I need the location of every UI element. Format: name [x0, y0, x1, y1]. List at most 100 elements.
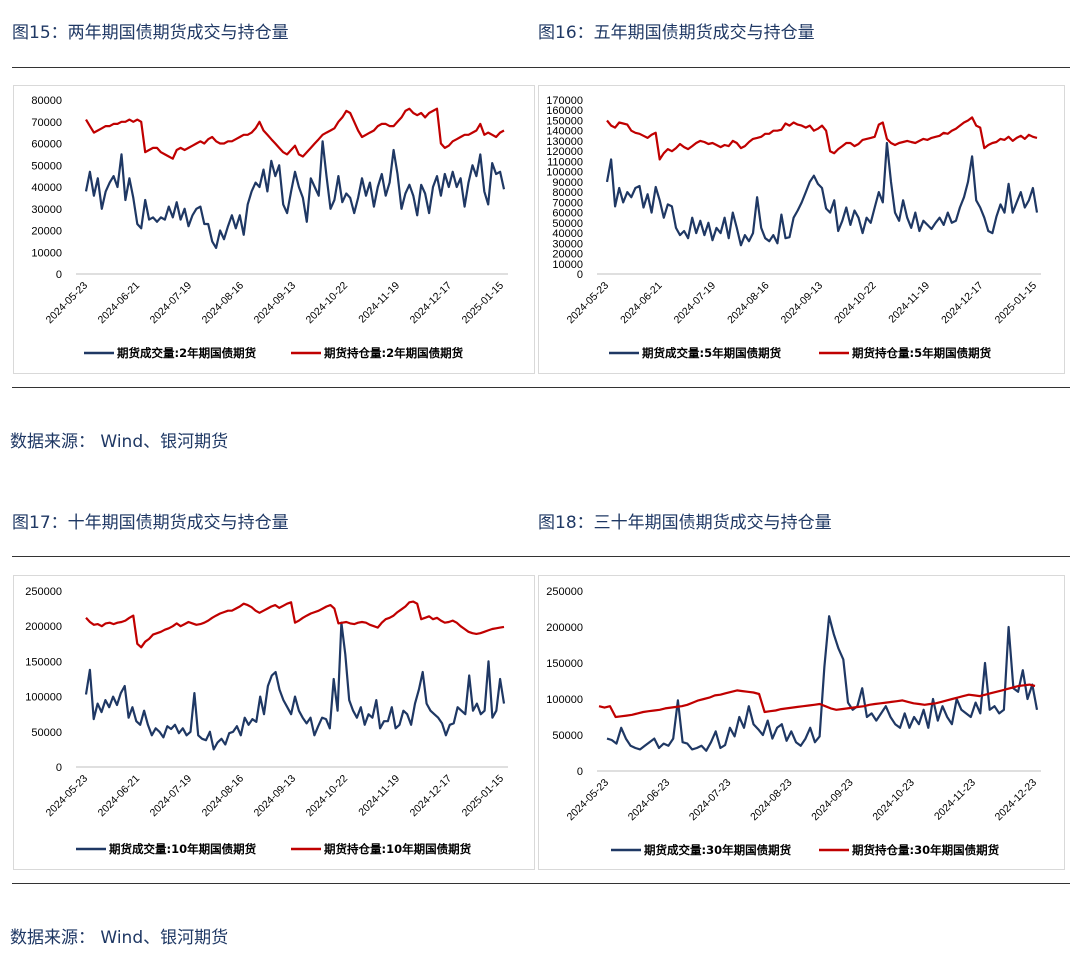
y-tick-label: 0	[56, 269, 62, 281]
x-tick-label: 2024-08-23	[748, 777, 795, 824]
chart-2y-bond-futures: 80000 70000 60000 50000 40000 30000 20000 10000…	[31, 95, 508, 360]
chart-panel-30y: 250000 200000 150000 100000 50000 0 2024-05-23…	[538, 575, 1065, 870]
series-line-volume	[606, 615, 1039, 752]
y-tick-label: 80000	[552, 187, 583, 199]
y-tick-label: 170000	[546, 95, 583, 107]
x-tick-label: 2024-06-21	[96, 280, 143, 327]
y-tick-label: 30000	[31, 204, 62, 216]
x-tick-label: 2024-07-19	[148, 280, 195, 327]
x-tick-label: 2024-08-16	[200, 773, 247, 820]
y-tick-label: 250000	[25, 586, 62, 598]
x-tick-label: 2024-11-19	[356, 280, 402, 326]
series-line-open_interest	[598, 683, 1036, 719]
x-tick-label: 2025-01-15	[993, 280, 1040, 327]
legend-label-open_interest: 期货持仓量:5年期国债期货	[852, 346, 992, 360]
legend-label-volume: 期货成交量:30年期国债期货	[644, 843, 792, 857]
top-rule-1	[12, 67, 1070, 68]
legend-label-open_interest: 期货持仓量:30年期国债期货	[852, 843, 1000, 857]
data-source-1: 数据来源： Wind、银河期货	[10, 432, 229, 452]
series-line-open_interest	[606, 116, 1038, 161]
y-tick-label: 50000	[552, 730, 583, 742]
y-tick-label: 70000	[552, 197, 583, 209]
series-line-open_interest	[85, 107, 505, 160]
x-tick-label: 2024-11-23	[932, 777, 978, 823]
y-tick-label: 0	[577, 269, 583, 281]
y-tick-label: 20000	[552, 249, 583, 261]
y-tick-label: 10000	[31, 247, 62, 259]
chart-10y-bond-futures: 250000 200000 150000 100000 50000 02024-05-23…	[25, 586, 508, 856]
y-tick-label: 200000	[546, 622, 583, 634]
bottom-rule-2	[12, 883, 1070, 884]
y-tick-label: 40000	[552, 228, 583, 240]
y-tick-label: 20000	[31, 226, 62, 238]
x-tick-label: 2024-11-19	[356, 773, 402, 819]
figure-title-15: 图15：两年期国债期货成交与持仓量	[12, 23, 289, 43]
x-tick-label: 2024-12-17	[939, 280, 986, 327]
bottom-rule-1	[12, 387, 1070, 388]
x-tick-label: 2024-12-17	[408, 773, 455, 820]
x-tick-label: 2024-07-19	[148, 773, 195, 820]
y-tick-label: 70000	[31, 117, 62, 129]
chart-panel-2y: 80000 70000 60000 50000 40000 30000 20000 10000…	[13, 85, 535, 374]
x-tick-label: 2024-05-23	[44, 280, 91, 327]
y-tick-label: 80000	[31, 95, 62, 107]
legend-label-volume: 期货成交量:5年期国债期货	[642, 346, 782, 360]
x-tick-label: 2024-10-23	[870, 777, 917, 824]
y-tick-label: 50000	[31, 160, 62, 172]
chart-panel-5y: 170000 160000 150000 140000 130000 120000 1100…	[538, 85, 1065, 374]
legend-label-volume: 期货成交量:10年期国债期货	[109, 842, 257, 856]
y-tick-label: 0	[56, 762, 62, 774]
figure-title-18: 图18：三十年期国债期货成交与持仓量	[538, 513, 832, 533]
figure-title-16: 图16：五年期国债期货成交与持仓量	[538, 23, 815, 43]
chart-5y-bond-futures: 1700001600001500001400001300001200001100…	[546, 95, 1041, 360]
y-tick-label: 160000	[546, 105, 583, 117]
series-line-volume	[605, 141, 1039, 247]
y-tick-label: 90000	[552, 177, 583, 189]
x-tick-label: 2024-09-13	[252, 280, 299, 327]
legend-label-open_interest: 期货持仓量:2年期国债期货	[324, 346, 464, 360]
y-tick-label: 50000	[552, 218, 583, 230]
y-tick-label: 100000	[25, 692, 62, 704]
x-tick-label: 2024-08-16	[725, 280, 772, 327]
x-tick-label: 2024-06-23	[626, 777, 673, 824]
series-line-volume	[84, 140, 506, 249]
x-tick-label: 2024-06-21	[618, 280, 665, 327]
legend-label-volume: 期货成交量:2年期国债期货	[117, 346, 257, 360]
x-tick-label: 2024-08-16	[200, 280, 247, 327]
y-tick-label: 60000	[31, 139, 62, 151]
y-tick-label: 100000	[546, 694, 583, 706]
y-tick-label: 150000	[546, 658, 583, 670]
y-tick-label: 250000	[546, 586, 583, 598]
x-tick-label: 2024-10-22	[304, 280, 351, 327]
x-tick-label: 2024-07-23	[687, 777, 734, 824]
y-tick-label: 110000	[547, 156, 583, 168]
chart-panel-10y: 250000 200000 150000 100000 50000 0 2024-05-23…	[13, 575, 535, 870]
y-tick-label: 10000	[552, 259, 583, 271]
legend-label-open_interest: 期货持仓量:10年期国债期货	[324, 842, 472, 856]
top-rule-2	[12, 556, 1070, 557]
x-tick-label: 2024-05-23	[565, 280, 612, 327]
y-tick-label: 120000	[546, 146, 583, 158]
x-tick-label: 2024-05-23	[565, 777, 612, 824]
x-tick-label: 2024-06-21	[96, 773, 143, 820]
series-line-volume	[84, 621, 506, 751]
x-tick-label: 2024-05-23	[44, 773, 91, 820]
y-tick-label: 60000	[552, 208, 583, 220]
x-tick-label: 2025-01-15	[460, 280, 507, 327]
y-tick-label: 40000	[31, 182, 62, 194]
chart-30y-bond-futures: 250000 200000 150000 100000 50000 02024-05-23…	[546, 586, 1041, 857]
x-tick-label: 2024-07-19	[672, 280, 719, 327]
y-tick-label: 0	[577, 766, 583, 778]
y-tick-label: 100000	[546, 167, 583, 179]
x-tick-label: 2024-09-13	[779, 280, 826, 327]
y-tick-label: 200000	[25, 621, 62, 633]
y-tick-label: 130000	[546, 136, 583, 148]
y-tick-label: 150000	[25, 656, 62, 668]
x-tick-label: 2024-10-22	[304, 773, 351, 820]
x-tick-label: 2024-12-23	[993, 777, 1040, 824]
x-tick-label: 2024-09-13	[252, 773, 299, 820]
data-source-2: 数据来源： Wind、银河期货	[10, 928, 229, 948]
series-line-open_interest	[85, 600, 505, 649]
y-tick-label: 140000	[546, 126, 583, 138]
x-tick-label: 2025-01-15	[460, 773, 507, 820]
